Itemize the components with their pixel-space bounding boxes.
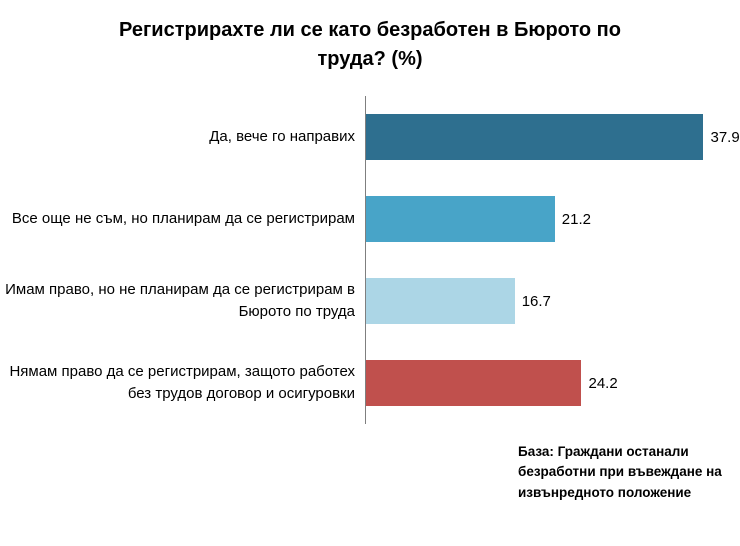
bar-row: Имам право, но не планирам да се регистр… [0, 260, 740, 342]
category-label: Да, вече го направих [209, 127, 355, 145]
bar-row: Да, вече го направих 37.9 [0, 96, 740, 178]
bar [366, 114, 704, 160]
bar [366, 278, 515, 324]
value-label: 21.2 [561, 210, 591, 228]
plot-area: 37.9 [365, 96, 740, 178]
bar-row: Все още не съм, но планирам да се регист… [0, 178, 740, 260]
value-label: 37.9 [710, 128, 740, 146]
plot-area: 24.2 [365, 342, 740, 424]
source-note: База: Граждани останали безработни при в… [518, 444, 722, 500]
plot-area: 21.2 [365, 178, 740, 260]
chart-area: Да, вече го направих 37.9 Все още не съм, … [0, 96, 740, 424]
category-label: Нямам право да се регистрирам, защото ра… [9, 362, 355, 403]
value-label: 16.7 [521, 292, 551, 310]
plot-area: 16.7 [365, 260, 740, 342]
bar [366, 196, 555, 242]
bar-row: Нямам право да се регистрирам, защото ра… [0, 342, 740, 424]
category-label: Имам право, но не планирам да се регистр… [5, 280, 355, 321]
chart-title: Регистрирахте ли се като безработен в Бю… [119, 19, 621, 70]
bar [366, 360, 582, 406]
value-label: 24.2 [588, 374, 618, 392]
category-label: Все още не съм, но планирам да се регист… [11, 209, 355, 227]
